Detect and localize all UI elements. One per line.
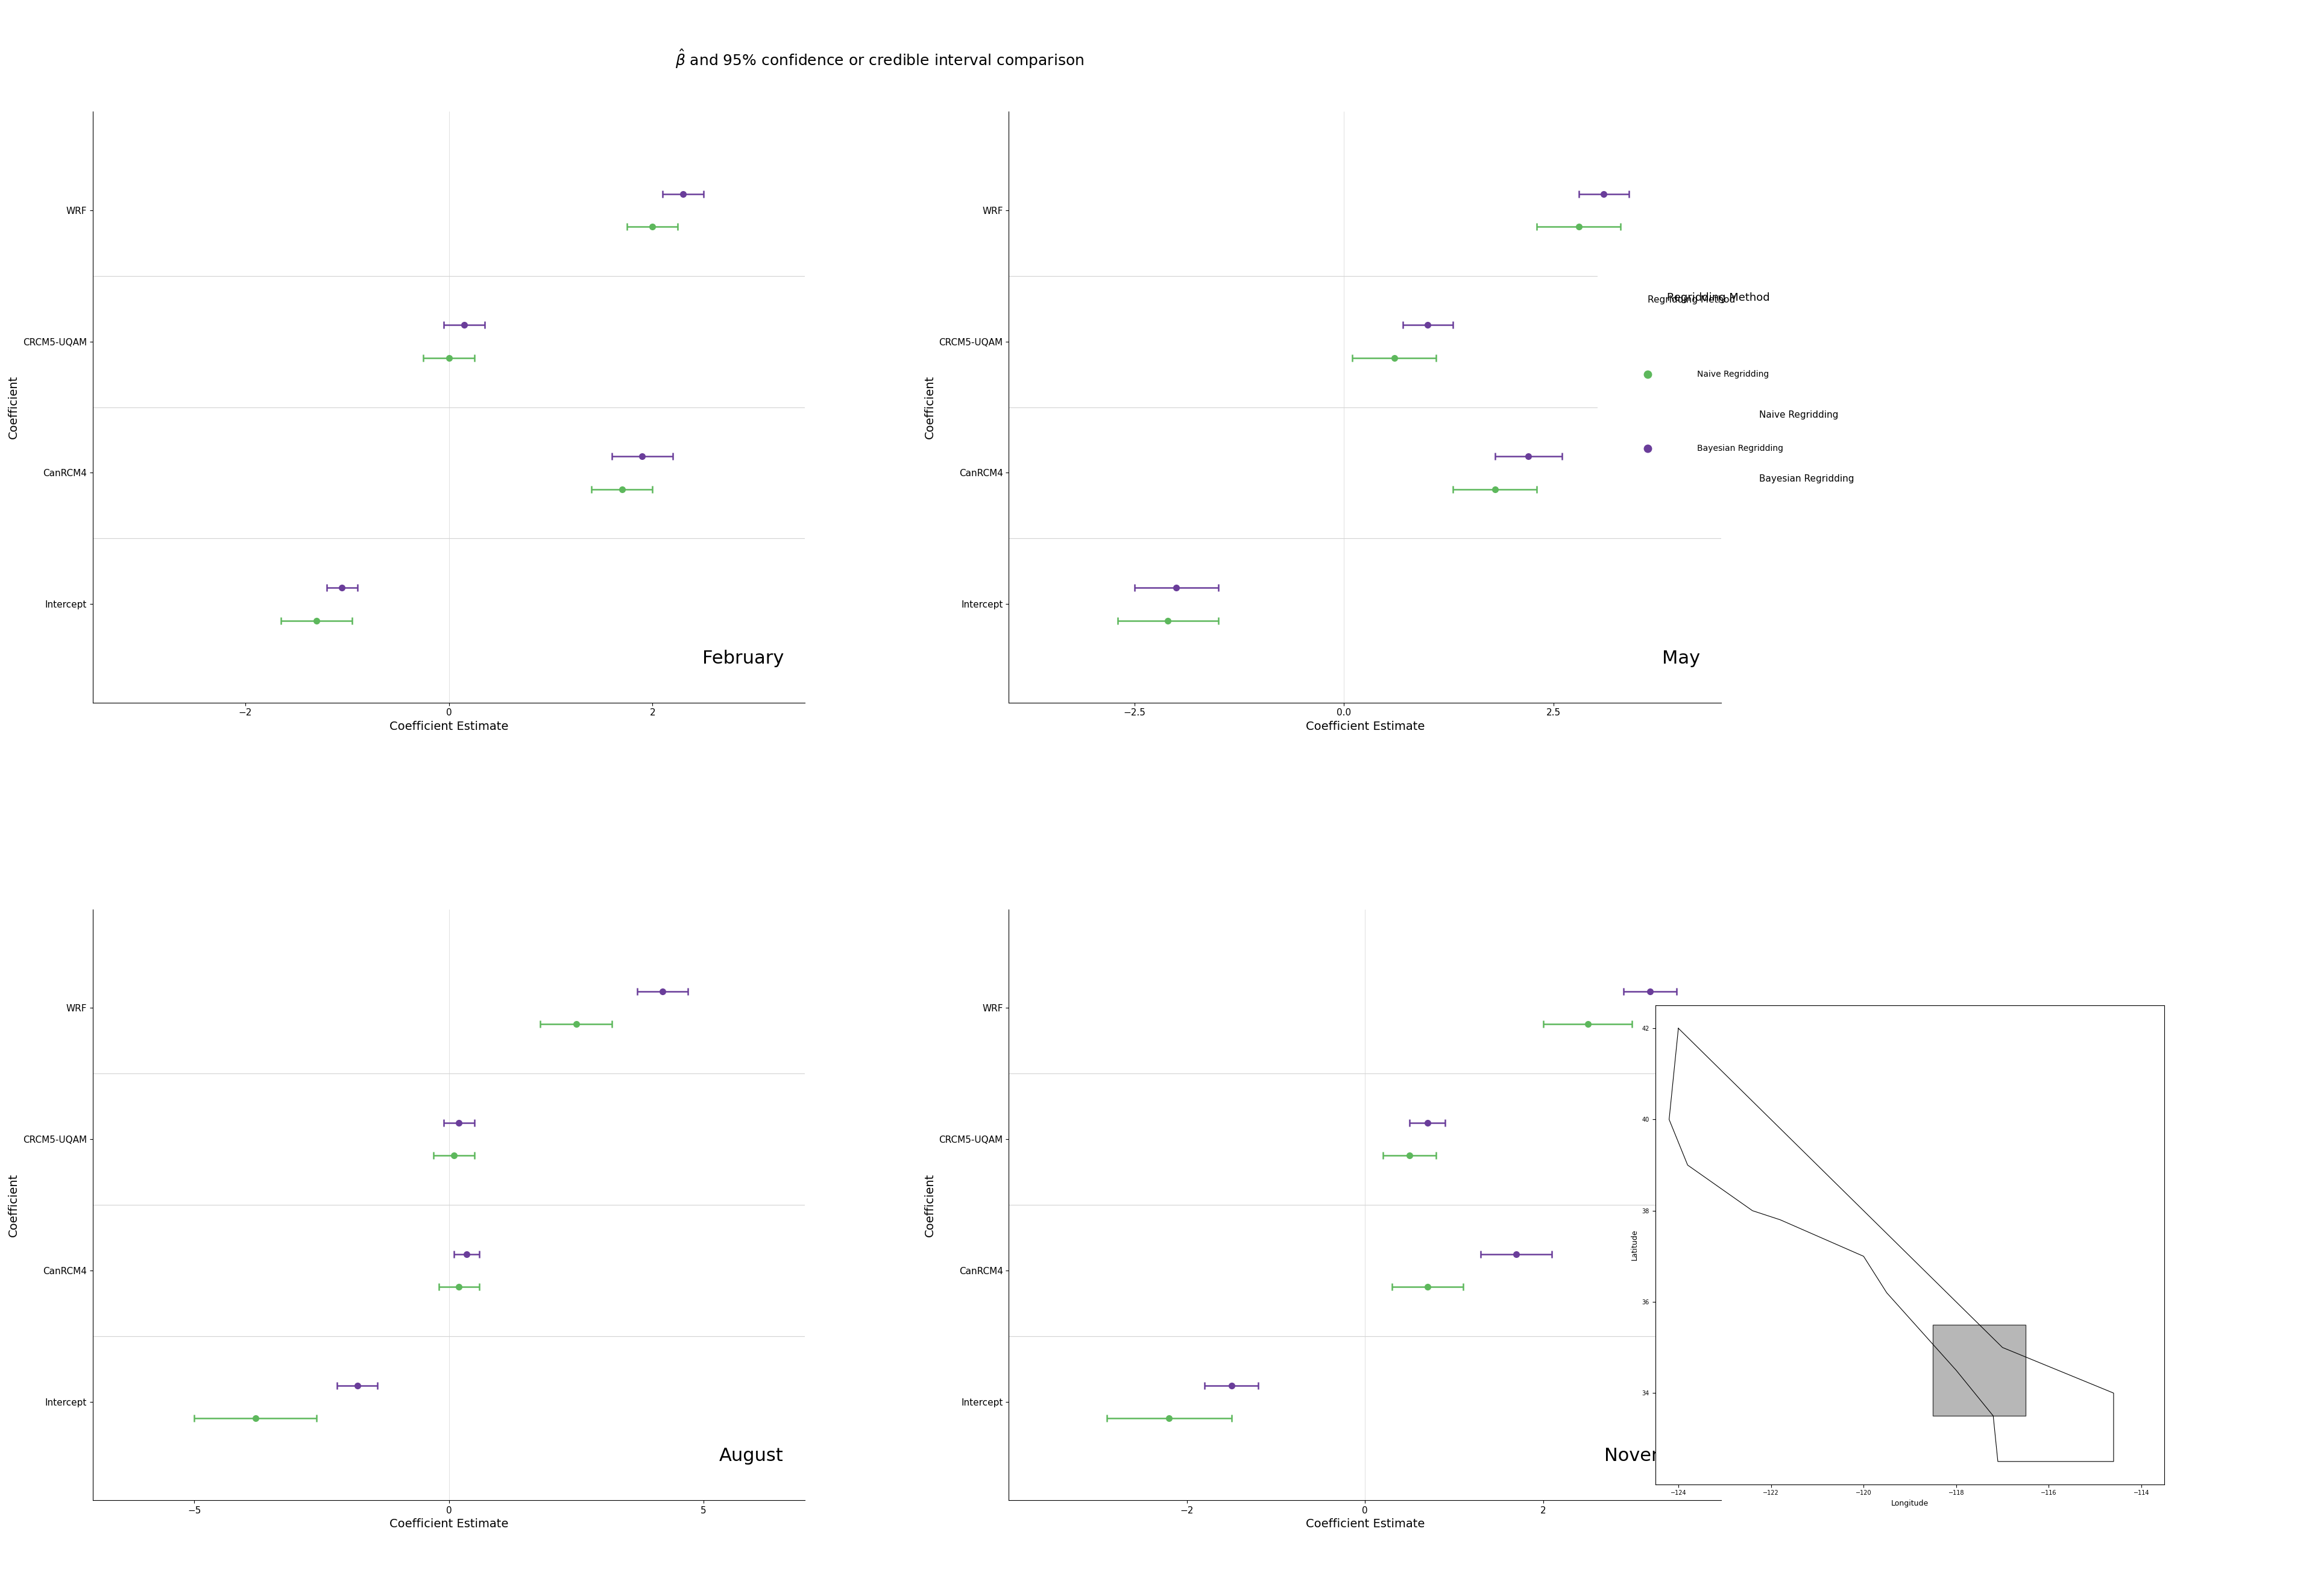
Text: November: November: [1604, 1448, 1699, 1465]
Text: February: February: [701, 650, 785, 667]
X-axis label: Longitude: Longitude: [1891, 1500, 1928, 1507]
Text: May: May: [1662, 650, 1699, 667]
X-axis label: Coefficient Estimate: Coefficient Estimate: [389, 1518, 509, 1531]
Text: Bayesian Regridding: Bayesian Regridding: [1759, 474, 1854, 484]
Text: Regridding Method: Regridding Method: [1667, 292, 1769, 303]
Text: August: August: [720, 1448, 785, 1465]
X-axis label: Coefficient Estimate: Coefficient Estimate: [1306, 1518, 1424, 1531]
Y-axis label: Coefficient: Coefficient: [7, 375, 19, 439]
X-axis label: Coefficient Estimate: Coefficient Estimate: [1306, 721, 1424, 733]
Text: Regridding Method: Regridding Method: [1648, 295, 1734, 305]
Text: Bayesian Regridding: Bayesian Regridding: [1697, 444, 1783, 453]
Bar: [1933, 1325, 2026, 1416]
Y-axis label: Coefficient: Coefficient: [924, 375, 935, 439]
Text: Naive Regridding: Naive Regridding: [1697, 370, 1769, 378]
Text: $\hat{\beta}$ and 95% confidence or credible interval comparison: $\hat{\beta}$ and 95% confidence or cred…: [676, 48, 1083, 70]
Y-axis label: Latitude: Latitude: [1630, 1229, 1639, 1261]
Y-axis label: Coefficient: Coefficient: [7, 1173, 19, 1237]
Text: Naive Regridding: Naive Regridding: [1759, 410, 1838, 420]
Y-axis label: Coefficient: Coefficient: [924, 1173, 935, 1237]
FancyBboxPatch shape: [1586, 251, 2234, 508]
X-axis label: Coefficient Estimate: Coefficient Estimate: [389, 721, 509, 733]
